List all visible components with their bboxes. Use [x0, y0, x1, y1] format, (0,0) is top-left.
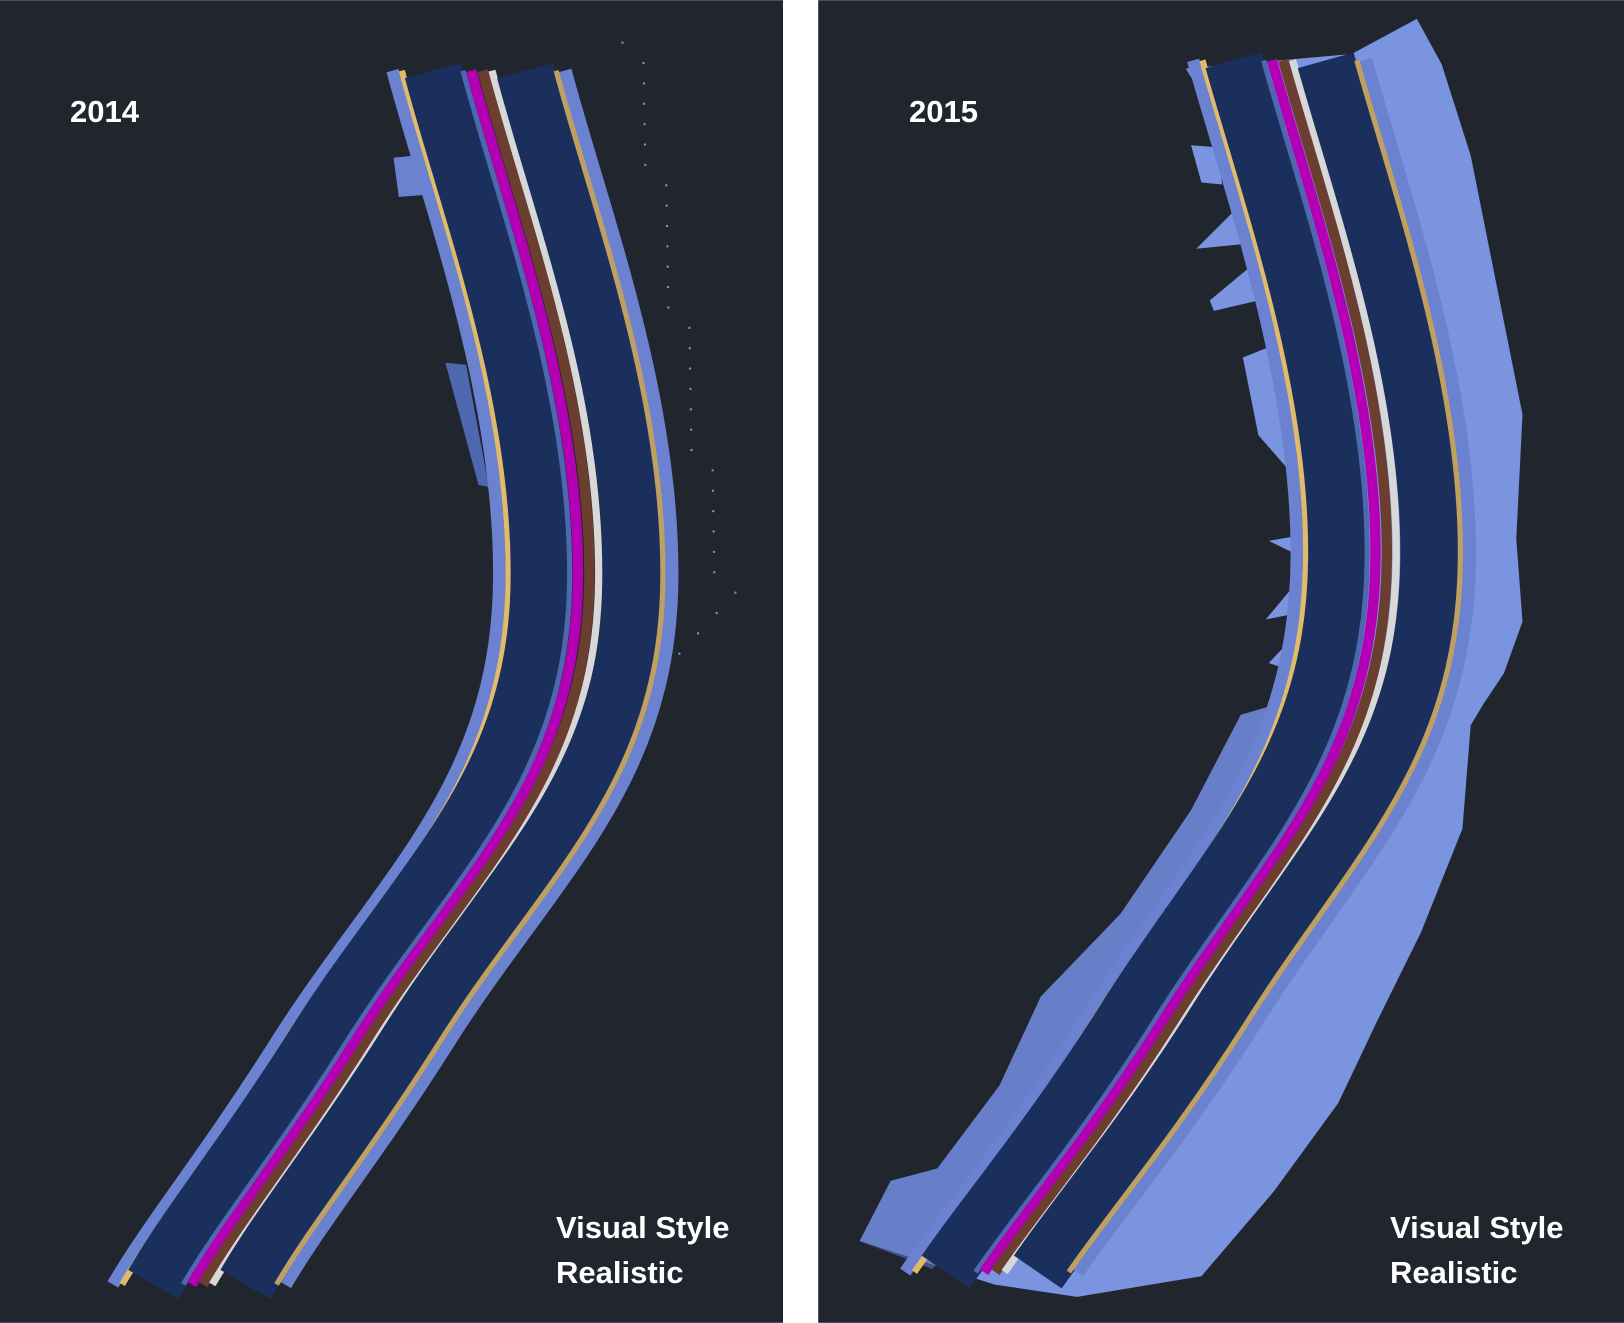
magenta-stripe — [187, 69, 584, 1288]
survey-point — [688, 347, 691, 350]
year-label-2014: 2014 — [70, 94, 139, 129]
survey-point — [690, 428, 693, 431]
survey-point — [666, 265, 669, 268]
survey-point — [644, 163, 647, 166]
survey-point — [667, 306, 670, 309]
visual-style-label-2015: Visual Style Realistic — [1390, 1205, 1563, 1295]
survey-point — [689, 367, 692, 370]
road-edge-left — [900, 58, 1303, 1276]
panel-divider — [783, 0, 819, 1323]
survey-point — [711, 469, 714, 472]
lane-right — [1013, 52, 1459, 1289]
survey-point — [643, 102, 646, 105]
survey-point — [642, 82, 645, 85]
survey-point — [665, 204, 668, 207]
survey-point — [689, 408, 692, 411]
survey-point — [643, 123, 646, 126]
survey-point — [712, 510, 715, 513]
road-2015 — [900, 52, 1476, 1289]
survey-point — [621, 41, 624, 44]
terrain-shade — [859, 621, 1312, 1269]
road-edge-right — [1071, 58, 1476, 1277]
survey-point — [734, 591, 737, 594]
survey-point — [690, 449, 693, 452]
lane-right — [220, 63, 661, 1300]
visual-style-label-2014: Visual Style Realistic — [556, 1205, 729, 1295]
survey-point — [689, 387, 692, 390]
survey-point — [678, 652, 681, 655]
visual-style-title: Visual Style — [1390, 1210, 1564, 1245]
year-label-2015: 2015 — [909, 94, 978, 129]
survey-point — [712, 550, 715, 553]
visual-style-value: Realistic — [556, 1255, 684, 1290]
gold-edge-line — [274, 69, 666, 1286]
gold-edge-line — [1066, 59, 1463, 1274]
lane-divider — [181, 69, 573, 1286]
survey-point — [665, 224, 669, 228]
surface-fragment — [445, 362, 489, 487]
magenta-stripe — [979, 58, 1381, 1275]
visual-style-title: Visual Style — [556, 1210, 730, 1245]
survey-point — [697, 632, 700, 635]
survey-point — [712, 530, 715, 533]
lane-left — [921, 52, 1367, 1289]
brown-median — [198, 69, 595, 1288]
terrain-shard — [1191, 145, 1223, 185]
road-edge-right — [278, 68, 679, 1289]
road-2014 — [107, 63, 679, 1300]
brown-median — [991, 58, 1393, 1275]
road-edge-left — [107, 69, 506, 1288]
survey-point — [667, 286, 670, 289]
survey-point — [688, 326, 691, 329]
survey-point — [711, 489, 714, 492]
survey-point — [715, 611, 718, 615]
survey-point — [642, 61, 645, 65]
survey-point — [713, 571, 716, 574]
visual-style-value: Realistic — [1390, 1255, 1518, 1290]
survey-point — [643, 143, 646, 146]
survey-point — [666, 245, 669, 248]
lane-divider — [973, 59, 1370, 1274]
survey-point — [665, 184, 668, 187]
lane-left — [128, 63, 569, 1300]
terrain-shard — [1209, 264, 1259, 311]
